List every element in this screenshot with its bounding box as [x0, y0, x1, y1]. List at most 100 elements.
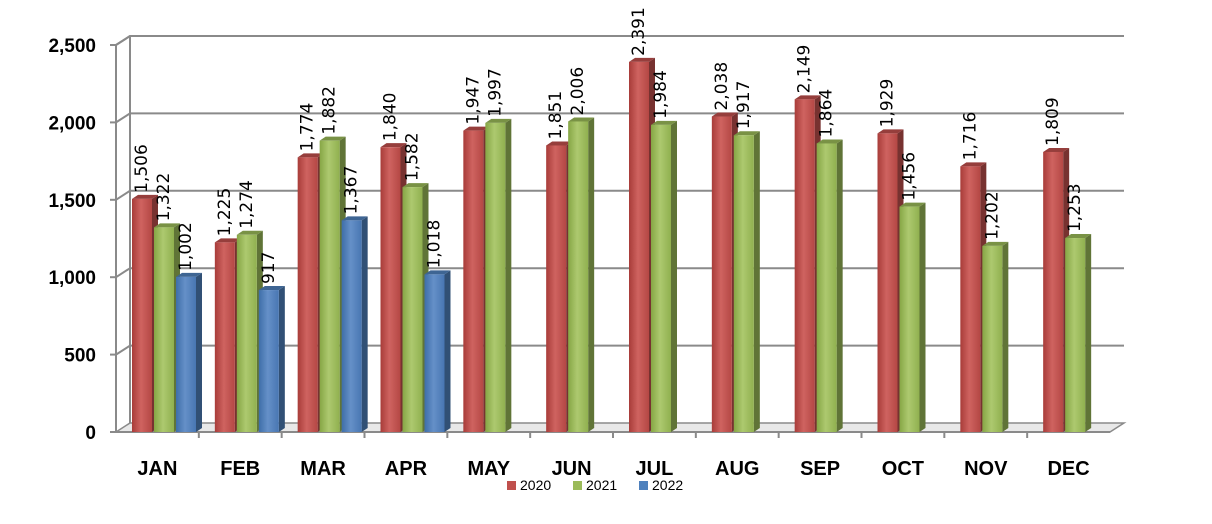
data-label: 1,809 — [1043, 97, 1063, 146]
bar — [463, 130, 484, 432]
legend-label: 2020 — [520, 477, 551, 493]
bar-top — [568, 117, 595, 122]
legend-label: 2022 — [652, 477, 683, 493]
x-tick-label: DEC — [1047, 458, 1089, 480]
bar-top — [319, 136, 346, 141]
bar-top — [982, 241, 1009, 246]
bar-top — [711, 112, 738, 117]
bar — [132, 198, 152, 432]
data-label: 2,149 — [795, 45, 815, 94]
bar-2022-jan — [176, 272, 202, 432]
bar-top — [899, 202, 926, 207]
legend-label: 2021 — [586, 477, 617, 493]
bar — [485, 122, 506, 432]
bar — [733, 135, 754, 432]
bar-side — [361, 216, 368, 432]
data-label: 1,840 — [381, 92, 401, 141]
data-label: 1,002 — [176, 222, 196, 271]
bar-side — [444, 270, 451, 432]
data-label: 1,984 — [651, 70, 671, 119]
bar-top — [629, 57, 655, 62]
bar-2021-dec — [1065, 234, 1092, 432]
data-label: 1,253 — [1065, 183, 1085, 232]
bar-top — [960, 162, 987, 167]
bar — [424, 274, 445, 432]
data-label: 1,367 — [342, 166, 362, 215]
data-label: 1,997 — [485, 68, 505, 117]
data-label: 2,006 — [568, 67, 588, 116]
bar — [899, 206, 920, 432]
bar-side — [1002, 241, 1009, 432]
bar-side — [919, 202, 926, 432]
bar — [176, 276, 196, 432]
data-label: 1,018 — [425, 220, 445, 269]
bar — [546, 145, 567, 432]
bar-top — [380, 143, 407, 148]
bar-top — [402, 183, 429, 188]
bar-2021-may — [485, 118, 512, 432]
bar-2021-jun — [568, 117, 595, 433]
x-tick-label: MAY — [467, 458, 510, 480]
bars — [132, 57, 1092, 433]
data-label: 1,864 — [817, 89, 837, 138]
y-axis-depth — [115, 35, 131, 46]
bar-top — [236, 230, 263, 235]
data-label: 1,274 — [237, 180, 257, 229]
data-label: 1,716 — [960, 112, 980, 161]
data-label: 1,456 — [900, 152, 920, 201]
bar-2021-oct — [899, 202, 926, 432]
y-tick-label: 2,500 — [48, 36, 96, 57]
y-tick-label: 500 — [64, 346, 96, 367]
bar — [877, 133, 898, 432]
legend-swatch-2020 — [507, 481, 516, 490]
data-label: 1,582 — [403, 132, 423, 181]
bar-2021-nov — [982, 241, 1009, 432]
x-tick-label: JUN — [552, 458, 592, 480]
bar-top — [214, 238, 241, 243]
bar-2022-feb — [258, 286, 285, 432]
x-tick-label: SEP — [800, 458, 840, 480]
data-label: 2,391 — [629, 7, 649, 56]
data-label: 1,917 — [734, 81, 754, 130]
bar-top — [651, 120, 677, 125]
legend-swatch-2021 — [573, 481, 582, 490]
bar-top — [424, 270, 451, 275]
bar — [568, 121, 589, 433]
bar — [794, 99, 815, 432]
bar-top — [341, 216, 368, 221]
bar-top — [154, 223, 180, 228]
data-label: 917 — [259, 252, 279, 284]
bar — [402, 187, 423, 432]
axes: 0 500 1,000 1,500 2,000 2,500 JAN FEB MAR APR MAY J… — [48, 35, 1127, 480]
y-tick-label: 1,000 — [48, 268, 96, 289]
bar-side — [1085, 234, 1092, 432]
bar-side — [278, 286, 285, 432]
bar — [380, 147, 401, 432]
legend: 2020 2021 2022 — [507, 477, 683, 493]
data-label: 2,038 — [712, 62, 732, 111]
y-tick-label: 0 — [85, 423, 96, 444]
x-tick-label: JAN — [137, 458, 177, 480]
bar — [214, 242, 235, 432]
bar-top — [546, 141, 573, 146]
bar-2022-apr — [424, 270, 451, 432]
bar-2022-mar — [341, 216, 368, 432]
bar-top — [794, 95, 821, 100]
bar — [236, 234, 257, 432]
bar-2021-sep — [816, 139, 843, 432]
bar — [711, 116, 732, 432]
bar — [816, 143, 837, 432]
bar — [629, 61, 649, 432]
bar — [319, 140, 340, 433]
bar-side — [588, 117, 595, 433]
y-tick-label: 1,500 — [48, 191, 96, 212]
bar-top — [816, 139, 843, 144]
bar-top — [485, 118, 512, 123]
bar — [960, 166, 981, 432]
data-label: 1,322 — [154, 173, 174, 222]
bar-top — [1043, 147, 1070, 152]
bar — [651, 124, 671, 432]
